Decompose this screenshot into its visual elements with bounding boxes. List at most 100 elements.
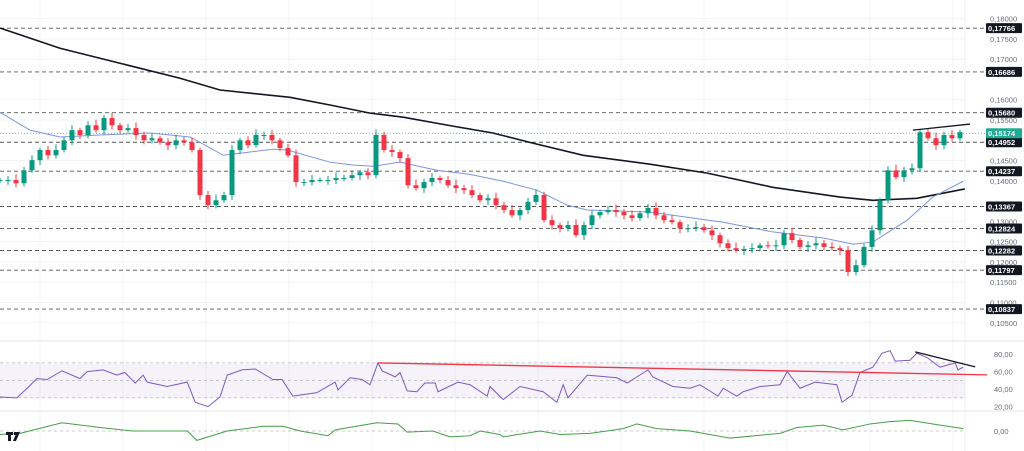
candle-down [653, 208, 659, 216]
level-label-bg [986, 223, 1022, 234]
tradingview-logo-icon [6, 432, 20, 441]
candle-down [389, 150, 395, 153]
price-tick-label: 0,13000 [990, 217, 1017, 226]
candle-down [469, 190, 475, 196]
candle-up [21, 170, 27, 184]
level-label-bg [986, 137, 1022, 148]
candle-down [453, 185, 459, 189]
candle-down [677, 222, 683, 229]
candle-down [141, 135, 147, 141]
candle-up [581, 225, 587, 236]
level-label: 0,11797 [988, 266, 1015, 275]
candle-up [517, 210, 523, 216]
candle-up [37, 150, 43, 161]
candle-up [861, 246, 867, 266]
candle-up [61, 140, 67, 151]
candle-down [717, 235, 723, 244]
candle-down [181, 140, 187, 143]
level-label: 0,14952 [988, 138, 1015, 147]
price-tick-label: 0,18000 [990, 15, 1017, 24]
price-tick-label: 0,17500 [990, 35, 1017, 44]
candle-up [693, 227, 699, 229]
rsi-tick-label: 20,00 [994, 403, 1013, 412]
candle-down [13, 180, 19, 184]
price-trendline [912, 123, 971, 131]
level-label-bg [986, 265, 1022, 276]
candle-up [805, 245, 811, 247]
level-label-bg [986, 107, 1022, 118]
candle-down [165, 142, 171, 146]
candle-down [821, 243, 827, 247]
candle-up [605, 210, 611, 213]
level-label-bg [986, 245, 1022, 256]
candle-down [925, 132, 931, 139]
candle-up [0, 180, 3, 182]
candle-down [613, 210, 619, 213]
candle-down [845, 250, 851, 273]
current-price-label-bg [986, 128, 1022, 139]
candle-down [477, 195, 483, 201]
candle-up [357, 172, 363, 176]
candle-up [333, 178, 339, 181]
candle-down [277, 140, 283, 148]
candle-down [661, 215, 667, 221]
level-label-bg [986, 166, 1022, 177]
moving-average-slow [0, 27, 965, 202]
candle-up [757, 245, 763, 249]
level-label-bg [986, 304, 1022, 315]
price-tick-label: 0,12500 [990, 238, 1017, 247]
candle-up [813, 243, 819, 246]
candle-up [901, 170, 907, 178]
candle-up [237, 140, 243, 151]
candle-down [797, 240, 803, 247]
candle-up [325, 180, 331, 182]
candle-down [669, 220, 675, 223]
candle-down [133, 128, 139, 136]
candle-down [765, 245, 771, 247]
rsi-trendline-red [377, 362, 988, 376]
candle-up [69, 130, 75, 141]
candle-up [125, 128, 131, 131]
candle-down [445, 180, 451, 186]
level-label: 0,13367 [988, 203, 1015, 212]
candle-up [429, 178, 435, 183]
candle-down [837, 248, 843, 251]
candle-down [629, 215, 635, 219]
candle-up [877, 200, 883, 231]
level-label-bg [986, 201, 1022, 212]
candle-up [309, 180, 315, 183]
candle-down [117, 125, 123, 131]
candle-down [381, 135, 387, 151]
price-tick-label: 0,17000 [990, 55, 1017, 64]
candle-up [213, 200, 219, 206]
candle-up [485, 198, 491, 201]
candle-up [773, 245, 779, 247]
candle-up [957, 132, 963, 139]
candle-up [533, 195, 539, 202]
candle-up [85, 125, 91, 136]
price-tick-label: 0,15500 [990, 116, 1017, 125]
candle-down [365, 172, 371, 176]
candle-up [253, 135, 259, 146]
price-tick-label: 0,11000 [990, 298, 1017, 307]
level-label: 0,17766 [988, 24, 1015, 33]
price-tick-label: 0,14500 [990, 157, 1017, 166]
rsi-line [0, 350, 964, 408]
candle-up [341, 178, 347, 180]
candle-up [637, 213, 643, 219]
candle-up [229, 150, 235, 196]
candle-down [829, 246, 835, 249]
candle-up [597, 212, 603, 216]
candle-up [941, 135, 947, 146]
candle-up [869, 230, 875, 247]
candle-down [77, 130, 83, 136]
candle-down [493, 198, 499, 206]
candle-up [149, 138, 155, 141]
candle-down [245, 140, 251, 146]
candle-up [885, 170, 891, 201]
price-tick-label: 0,14000 [990, 177, 1017, 186]
candle-down [293, 155, 299, 183]
candle-up [525, 201, 531, 211]
candle-up [53, 150, 59, 156]
